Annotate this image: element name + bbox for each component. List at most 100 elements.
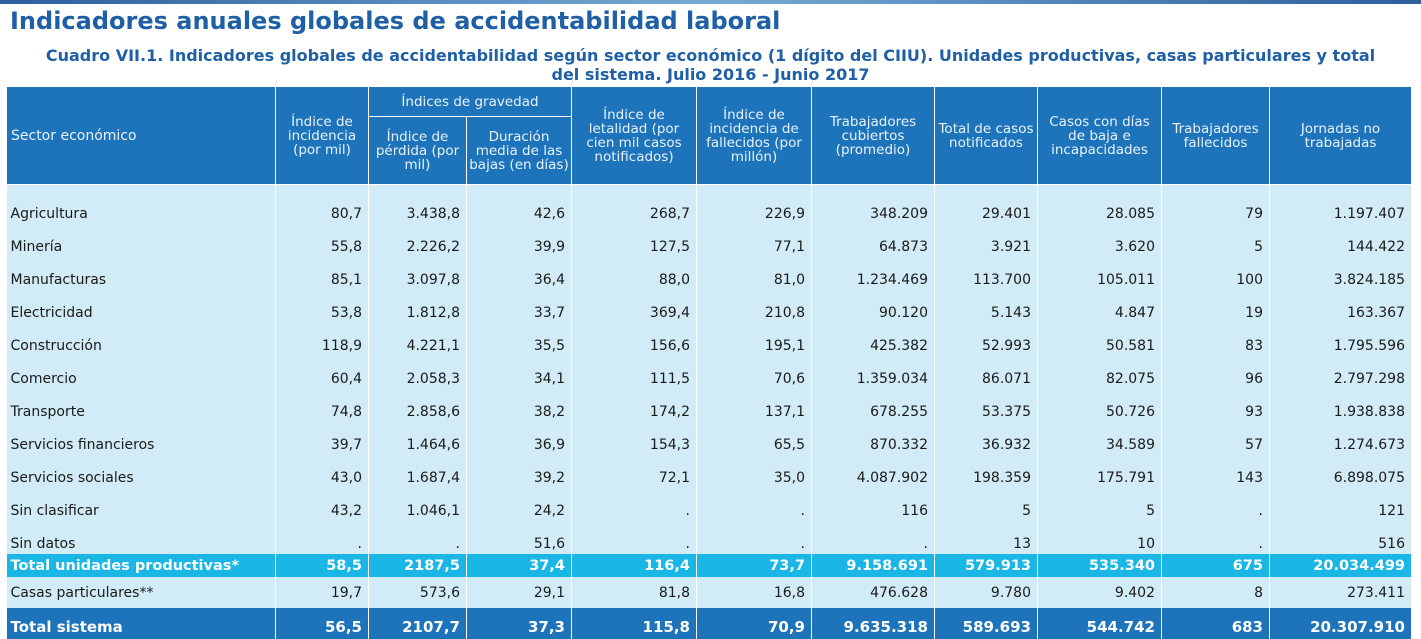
value-cell: 93: [1162, 389, 1270, 422]
value-cell: 79: [1162, 185, 1270, 225]
value-cell: 137,1: [697, 389, 812, 422]
value-cell: 53,8: [276, 290, 369, 323]
value-cell: 77,1: [697, 224, 812, 257]
value-cell: 2107,7: [369, 608, 467, 639]
value-cell: 1.046,1: [369, 488, 467, 521]
value-cell: 1.234.469: [812, 257, 935, 290]
sector-cell: Manufacturas: [7, 257, 276, 290]
value-cell: 3.438,8: [369, 185, 467, 225]
value-cell: .: [369, 521, 467, 554]
sector-cell: Sin clasificar: [7, 488, 276, 521]
table-caption: Cuadro VII.1. Indicadores globales de ac…: [0, 46, 1421, 86]
value-cell: 1.795.596: [1270, 323, 1412, 356]
value-cell: 72,1: [572, 455, 697, 488]
value-cell: 589.693: [935, 608, 1038, 639]
value-cell: 29.401: [935, 185, 1038, 225]
value-cell: 1.464,6: [369, 422, 467, 455]
value-cell: 127,5: [572, 224, 697, 257]
sector-cell: Casas particulares**: [7, 577, 276, 608]
value-cell: 3.620: [1038, 224, 1162, 257]
sector-cell: Electricidad: [7, 290, 276, 323]
value-cell: 1.359.034: [812, 356, 935, 389]
value-cell: .: [697, 521, 812, 554]
value-cell: 273.411: [1270, 577, 1412, 608]
value-cell: 28.085: [1038, 185, 1162, 225]
value-cell: 9.402: [1038, 577, 1162, 608]
value-cell: 544.742: [1038, 608, 1162, 639]
value-cell: 42,6: [467, 185, 572, 225]
sector-cell: Construcción: [7, 323, 276, 356]
value-cell: 115,8: [572, 608, 697, 639]
value-cell: 74,8: [276, 389, 369, 422]
value-cell: 24,2: [467, 488, 572, 521]
value-cell: 96: [1162, 356, 1270, 389]
value-cell: 3.921: [935, 224, 1038, 257]
value-cell: 90.120: [812, 290, 935, 323]
value-cell: 5: [1162, 224, 1270, 257]
value-cell: 535.340: [1038, 554, 1162, 577]
value-cell: 43,2: [276, 488, 369, 521]
value-cell: .: [1162, 488, 1270, 521]
value-cell: 50.726: [1038, 389, 1162, 422]
value-cell: 57: [1162, 422, 1270, 455]
indicators-table: Sector económico Índice de incidencia (p…: [6, 86, 1412, 639]
value-cell: 175.791: [1038, 455, 1162, 488]
value-cell: 20.034.499: [1270, 554, 1412, 577]
value-cell: 4.847: [1038, 290, 1162, 323]
value-cell: .: [572, 521, 697, 554]
value-cell: .: [812, 521, 935, 554]
value-cell: 4.087.902: [812, 455, 935, 488]
value-cell: 88,0: [572, 257, 697, 290]
value-cell: 35,0: [697, 455, 812, 488]
value-cell: 60,4: [276, 356, 369, 389]
value-cell: 156,6: [572, 323, 697, 356]
value-cell: 2.858,6: [369, 389, 467, 422]
header-jornadas: Jornadas no trabajadas: [1270, 87, 1412, 185]
value-cell: 8: [1162, 577, 1270, 608]
value-cell: 4.221,1: [369, 323, 467, 356]
value-cell: 37,3: [467, 608, 572, 639]
value-cell: 476.628: [812, 577, 935, 608]
value-cell: 516: [1270, 521, 1412, 554]
value-cell: 198.359: [935, 455, 1038, 488]
value-cell: 2.226,2: [369, 224, 467, 257]
value-cell: 10: [1038, 521, 1162, 554]
value-cell: 870.332: [812, 422, 935, 455]
value-cell: 9.158.691: [812, 554, 935, 577]
sector-cell: Transporte: [7, 389, 276, 422]
value-cell: 675: [1162, 554, 1270, 577]
value-cell: .: [572, 488, 697, 521]
value-cell: 80,7: [276, 185, 369, 225]
value-cell: 268,7: [572, 185, 697, 225]
value-cell: 3.097,8: [369, 257, 467, 290]
value-cell: 58,5: [276, 554, 369, 577]
value-cell: 20.307.910: [1270, 608, 1412, 639]
value-cell: 39,9: [467, 224, 572, 257]
value-cell: 36,4: [467, 257, 572, 290]
table-header: Sector económico Índice de incidencia (p…: [7, 87, 1412, 185]
value-cell: 5: [935, 488, 1038, 521]
header-sector: Sector económico: [7, 87, 276, 185]
value-cell: 38,2: [467, 389, 572, 422]
header-fallecidos: Trabajadores fallecidos: [1162, 87, 1270, 185]
value-cell: 116,4: [572, 554, 697, 577]
value-cell: 2.058,3: [369, 356, 467, 389]
header-incidencia-fallecidos: Índice de incidencia de fallecidos (por …: [697, 87, 812, 185]
value-cell: 73,7: [697, 554, 812, 577]
value-cell: 43,0: [276, 455, 369, 488]
value-cell: 81,8: [572, 577, 697, 608]
header-perdida: Índice de pérdida (por mil): [369, 117, 467, 185]
value-cell: 55,8: [276, 224, 369, 257]
page-title: Indicadores anuales globales de accident…: [10, 6, 1421, 36]
value-cell: 16,8: [697, 577, 812, 608]
value-cell: 35,5: [467, 323, 572, 356]
header-incidencia: Índice de incidencia (por mil): [276, 87, 369, 185]
